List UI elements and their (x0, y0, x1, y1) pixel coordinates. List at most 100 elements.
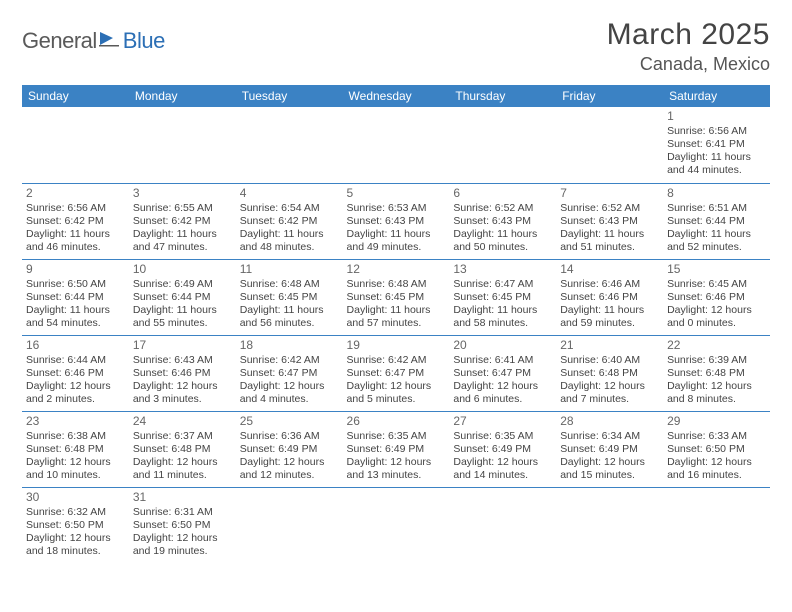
sunrise-text: Sunrise: 6:49 AM (133, 278, 232, 291)
day-number: 16 (26, 338, 125, 353)
sunset-text: Sunset: 6:46 PM (26, 367, 125, 380)
sunset-text: Sunset: 6:44 PM (667, 215, 766, 228)
day-number: 25 (240, 414, 339, 429)
day-number: 10 (133, 262, 232, 277)
daylight-text: and 50 minutes. (453, 241, 552, 254)
sunrise-text: Sunrise: 6:48 AM (347, 278, 446, 291)
daylight-text: Daylight: 11 hours (667, 228, 766, 241)
daylight-text: Daylight: 12 hours (240, 456, 339, 469)
sunset-text: Sunset: 6:50 PM (667, 443, 766, 456)
sunrise-text: Sunrise: 6:33 AM (667, 430, 766, 443)
sunset-text: Sunset: 6:44 PM (26, 291, 125, 304)
daylight-text: and 44 minutes. (667, 164, 766, 177)
daylight-text: Daylight: 12 hours (240, 380, 339, 393)
sunset-text: Sunset: 6:48 PM (26, 443, 125, 456)
sunset-text: Sunset: 6:42 PM (240, 215, 339, 228)
day-number: 28 (560, 414, 659, 429)
daylight-text: and 52 minutes. (667, 241, 766, 254)
sunset-text: Sunset: 6:47 PM (240, 367, 339, 380)
daylight-text: and 15 minutes. (560, 469, 659, 482)
calendar-week-row: 23Sunrise: 6:38 AMSunset: 6:48 PMDayligh… (22, 411, 770, 487)
daylight-text: Daylight: 12 hours (133, 532, 232, 545)
sunrise-text: Sunrise: 6:34 AM (560, 430, 659, 443)
calendar-cell: 30Sunrise: 6:32 AMSunset: 6:50 PMDayligh… (22, 487, 129, 563)
sunset-text: Sunset: 6:46 PM (560, 291, 659, 304)
day-header: Monday (129, 85, 236, 107)
sunrise-text: Sunrise: 6:38 AM (26, 430, 125, 443)
day-number: 5 (347, 186, 446, 201)
daylight-text: and 54 minutes. (26, 317, 125, 330)
calendar-week-row: 9Sunrise: 6:50 AMSunset: 6:44 PMDaylight… (22, 259, 770, 335)
sunset-text: Sunset: 6:44 PM (133, 291, 232, 304)
daylight-text: Daylight: 12 hours (347, 456, 446, 469)
sunrise-text: Sunrise: 6:48 AM (240, 278, 339, 291)
sunrise-text: Sunrise: 6:40 AM (560, 354, 659, 367)
sunset-text: Sunset: 6:43 PM (347, 215, 446, 228)
calendar-cell: 25Sunrise: 6:36 AMSunset: 6:49 PMDayligh… (236, 411, 343, 487)
sunrise-text: Sunrise: 6:42 AM (240, 354, 339, 367)
calendar-cell (556, 487, 663, 563)
calendar-cell: 3Sunrise: 6:55 AMSunset: 6:42 PMDaylight… (129, 183, 236, 259)
day-header: Wednesday (343, 85, 450, 107)
sunrise-text: Sunrise: 6:52 AM (560, 202, 659, 215)
day-number: 21 (560, 338, 659, 353)
sunset-text: Sunset: 6:48 PM (133, 443, 232, 456)
sunset-text: Sunset: 6:49 PM (240, 443, 339, 456)
calendar-cell: 12Sunrise: 6:48 AMSunset: 6:45 PMDayligh… (343, 259, 450, 335)
day-number: 7 (560, 186, 659, 201)
sunrise-text: Sunrise: 6:31 AM (133, 506, 232, 519)
daylight-text: Daylight: 11 hours (133, 304, 232, 317)
sunset-text: Sunset: 6:47 PM (347, 367, 446, 380)
daylight-text: and 10 minutes. (26, 469, 125, 482)
calendar-week-row: 30Sunrise: 6:32 AMSunset: 6:50 PMDayligh… (22, 487, 770, 563)
calendar-cell: 27Sunrise: 6:35 AMSunset: 6:49 PMDayligh… (449, 411, 556, 487)
day-number: 3 (133, 186, 232, 201)
sunrise-text: Sunrise: 6:42 AM (347, 354, 446, 367)
day-number: 18 (240, 338, 339, 353)
calendar-cell: 19Sunrise: 6:42 AMSunset: 6:47 PMDayligh… (343, 335, 450, 411)
day-number: 11 (240, 262, 339, 277)
daylight-text: Daylight: 11 hours (347, 304, 446, 317)
day-header: Tuesday (236, 85, 343, 107)
daylight-text: and 11 minutes. (133, 469, 232, 482)
calendar-cell (236, 487, 343, 563)
day-number: 6 (453, 186, 552, 201)
calendar-cell: 15Sunrise: 6:45 AMSunset: 6:46 PMDayligh… (663, 259, 770, 335)
sunrise-text: Sunrise: 6:43 AM (133, 354, 232, 367)
calendar-cell: 5Sunrise: 6:53 AMSunset: 6:43 PMDaylight… (343, 183, 450, 259)
sunrise-text: Sunrise: 6:54 AM (240, 202, 339, 215)
day-header-row: Sunday Monday Tuesday Wednesday Thursday… (22, 85, 770, 107)
daylight-text: and 51 minutes. (560, 241, 659, 254)
daylight-text: and 48 minutes. (240, 241, 339, 254)
day-number: 8 (667, 186, 766, 201)
daylight-text: and 13 minutes. (347, 469, 446, 482)
sunrise-text: Sunrise: 6:56 AM (667, 125, 766, 138)
calendar-cell: 11Sunrise: 6:48 AMSunset: 6:45 PMDayligh… (236, 259, 343, 335)
daylight-text: and 0 minutes. (667, 317, 766, 330)
calendar-cell (449, 107, 556, 183)
calendar-cell: 2Sunrise: 6:56 AMSunset: 6:42 PMDaylight… (22, 183, 129, 259)
sunset-text: Sunset: 6:43 PM (453, 215, 552, 228)
sunset-text: Sunset: 6:45 PM (347, 291, 446, 304)
daylight-text: and 7 minutes. (560, 393, 659, 406)
sunset-text: Sunset: 6:49 PM (347, 443, 446, 456)
sunset-text: Sunset: 6:48 PM (667, 367, 766, 380)
day-number: 29 (667, 414, 766, 429)
day-number: 19 (347, 338, 446, 353)
daylight-text: Daylight: 11 hours (26, 304, 125, 317)
daylight-text: Daylight: 12 hours (560, 380, 659, 393)
daylight-text: Daylight: 11 hours (560, 304, 659, 317)
daylight-text: and 12 minutes. (240, 469, 339, 482)
sunrise-text: Sunrise: 6:36 AM (240, 430, 339, 443)
sunset-text: Sunset: 6:49 PM (560, 443, 659, 456)
sunrise-text: Sunrise: 6:50 AM (26, 278, 125, 291)
sunrise-text: Sunrise: 6:55 AM (133, 202, 232, 215)
sunrise-text: Sunrise: 6:46 AM (560, 278, 659, 291)
sunrise-text: Sunrise: 6:32 AM (26, 506, 125, 519)
calendar-cell: 24Sunrise: 6:37 AMSunset: 6:48 PMDayligh… (129, 411, 236, 487)
calendar-cell: 9Sunrise: 6:50 AMSunset: 6:44 PMDaylight… (22, 259, 129, 335)
daylight-text: and 59 minutes. (560, 317, 659, 330)
daylight-text: and 5 minutes. (347, 393, 446, 406)
day-number: 14 (560, 262, 659, 277)
daylight-text: Daylight: 12 hours (26, 532, 125, 545)
